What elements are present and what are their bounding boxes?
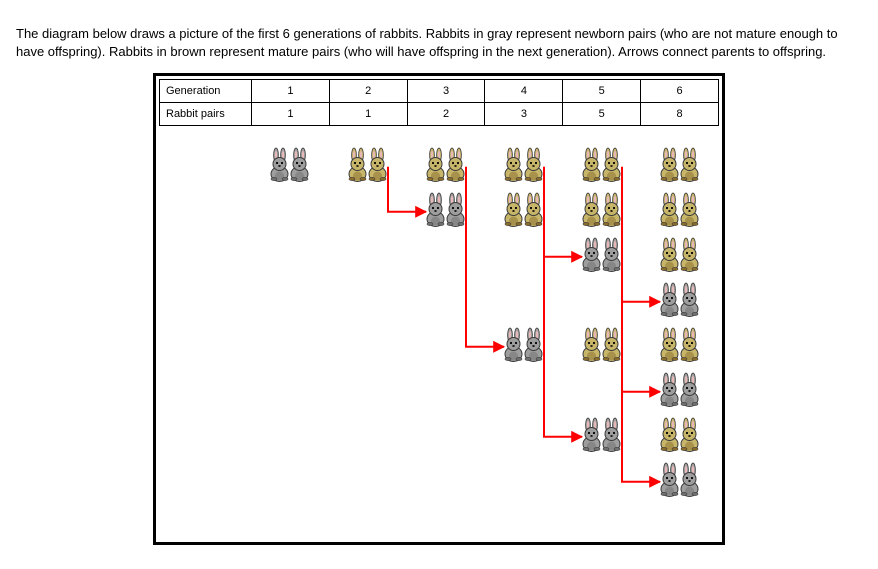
- figure: Generation 1 2 3 4 5 6 Rabbit pairs 1 1 …: [159, 79, 719, 539]
- rabbit-pair-newborn-icon: [424, 192, 468, 228]
- parent-offspring-arrow: [466, 167, 504, 347]
- rabbit-pair-newborn-icon: [580, 237, 624, 273]
- rabbit-pair-mature-icon: [658, 147, 702, 183]
- pairs-cell: 3: [485, 103, 563, 126]
- generation-cell: 2: [329, 80, 407, 103]
- rabbit-pair-mature-icon: [502, 192, 546, 228]
- pairs-cell: 2: [407, 103, 485, 126]
- rabbit-pair-newborn-icon: [658, 282, 702, 318]
- rabbit-pair-newborn-icon: [580, 417, 624, 453]
- parent-offspring-arrow: [622, 167, 660, 482]
- rabbit-pair-mature-icon: [658, 417, 702, 453]
- generation-cell: 6: [641, 80, 719, 103]
- rabbit-pair-mature-icon: [502, 147, 546, 183]
- rabbit-pair-newborn-icon: [658, 372, 702, 408]
- parent-offspring-arrow: [622, 212, 660, 302]
- rabbit-pair-mature-icon: [658, 192, 702, 228]
- generation-cell: 4: [485, 80, 563, 103]
- rabbit-pair-newborn-icon: [658, 462, 702, 498]
- rabbit-pair-mature-icon: [658, 327, 702, 363]
- row-header-generation: Generation: [160, 80, 252, 103]
- rabbit-grid: [159, 141, 719, 539]
- table-row: Rabbit pairs 1 1 2 3 5 8: [160, 103, 719, 126]
- rabbit-pair-mature-icon: [580, 192, 624, 228]
- intro-paragraph: The diagram below draws a picture of the…: [16, 25, 862, 61]
- parent-offspring-arrow: [622, 347, 660, 392]
- rabbit-pair-newborn-icon: [268, 147, 312, 183]
- generation-cell: 5: [563, 80, 641, 103]
- parent-offspring-arrow: [544, 212, 582, 257]
- pairs-cell: 8: [641, 103, 719, 126]
- rabbit-pair-mature-icon: [580, 327, 624, 363]
- pairs-cell: 1: [329, 103, 407, 126]
- table-row: Generation 1 2 3 4 5 6: [160, 80, 719, 103]
- rabbit-pair-mature-icon: [658, 237, 702, 273]
- generation-table: Generation 1 2 3 4 5 6 Rabbit pairs 1 1 …: [159, 79, 719, 126]
- generation-cell: 3: [407, 80, 485, 103]
- rabbit-pair-mature-icon: [346, 147, 390, 183]
- figure-frame: Generation 1 2 3 4 5 6 Rabbit pairs 1 1 …: [153, 73, 725, 545]
- rabbit-pair-newborn-icon: [502, 327, 546, 363]
- rabbit-pair-mature-icon: [424, 147, 468, 183]
- pairs-cell: 1: [252, 103, 330, 126]
- parent-offspring-arrow: [544, 167, 582, 437]
- pairs-cell: 5: [563, 103, 641, 126]
- generation-cell: 1: [252, 80, 330, 103]
- rabbit-pair-mature-icon: [580, 147, 624, 183]
- parent-offspring-arrow: [388, 167, 426, 212]
- row-header-pairs: Rabbit pairs: [160, 103, 252, 126]
